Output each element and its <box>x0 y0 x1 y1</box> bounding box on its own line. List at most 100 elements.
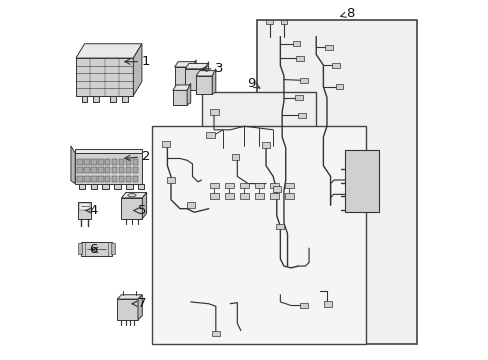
Bar <box>269 183 278 188</box>
Polygon shape <box>81 96 87 102</box>
Bar <box>196 76 212 94</box>
Bar <box>202 92 316 271</box>
Bar <box>296 55 304 60</box>
Bar <box>295 95 303 100</box>
Bar <box>105 167 110 174</box>
Bar <box>172 90 187 105</box>
Polygon shape <box>187 83 190 105</box>
Bar <box>211 330 219 336</box>
Bar <box>262 142 269 148</box>
Bar <box>78 202 91 220</box>
Bar <box>344 149 378 212</box>
Bar <box>167 177 175 183</box>
Bar <box>209 193 218 199</box>
Bar <box>77 176 83 182</box>
Bar <box>79 184 85 189</box>
Bar <box>125 167 131 174</box>
Bar <box>84 167 90 174</box>
Bar <box>102 184 109 189</box>
Bar <box>254 193 263 199</box>
Polygon shape <box>76 44 142 58</box>
Bar <box>119 167 124 174</box>
Polygon shape <box>121 193 146 198</box>
Bar <box>285 193 293 199</box>
Bar <box>78 243 81 254</box>
Bar <box>335 84 343 89</box>
Bar <box>91 176 97 182</box>
Polygon shape <box>172 85 190 90</box>
Text: 9: 9 <box>247 77 260 90</box>
Polygon shape <box>204 62 208 90</box>
Bar <box>299 303 307 309</box>
Bar <box>132 167 138 174</box>
Bar <box>257 21 416 344</box>
Bar <box>75 149 142 153</box>
Polygon shape <box>142 193 146 219</box>
Bar <box>209 183 218 188</box>
Bar <box>209 109 218 115</box>
Bar <box>81 242 111 256</box>
Text: 7: 7 <box>132 297 146 310</box>
Bar <box>77 167 83 174</box>
Bar <box>300 78 307 83</box>
Bar <box>105 159 110 165</box>
Polygon shape <box>174 62 196 67</box>
Bar <box>272 186 280 192</box>
Bar <box>224 193 233 199</box>
Polygon shape <box>93 96 99 102</box>
Polygon shape <box>121 198 142 219</box>
Bar <box>186 202 194 208</box>
Polygon shape <box>196 71 215 76</box>
Text: 1: 1 <box>124 55 150 68</box>
Bar <box>119 176 124 182</box>
Bar <box>91 167 97 174</box>
Bar <box>276 224 284 229</box>
Polygon shape <box>138 295 142 320</box>
Text: 6: 6 <box>89 243 98 256</box>
Bar <box>132 176 138 182</box>
Polygon shape <box>110 96 116 102</box>
Bar <box>90 184 97 189</box>
Bar <box>111 243 114 254</box>
Bar <box>138 184 144 189</box>
Bar <box>266 20 272 24</box>
Bar <box>292 41 300 46</box>
Bar <box>112 176 117 182</box>
Polygon shape <box>71 146 75 184</box>
Polygon shape <box>212 69 215 94</box>
Bar <box>280 20 286 24</box>
Bar <box>125 176 131 182</box>
Bar <box>126 184 132 189</box>
Bar <box>112 167 117 174</box>
Bar <box>77 159 83 165</box>
Bar <box>254 183 263 188</box>
Bar <box>114 184 121 189</box>
Polygon shape <box>76 58 133 96</box>
Text: 8: 8 <box>340 7 354 20</box>
Bar <box>152 126 366 344</box>
Bar <box>269 193 278 199</box>
Bar <box>91 159 97 165</box>
Text: 3: 3 <box>202 62 223 75</box>
Bar <box>331 63 339 68</box>
Text: 5: 5 <box>133 204 146 217</box>
Bar <box>285 183 293 188</box>
Polygon shape <box>117 299 138 320</box>
Bar <box>324 301 331 307</box>
Bar <box>224 183 233 188</box>
Bar <box>162 141 169 147</box>
Polygon shape <box>117 295 142 299</box>
Bar <box>98 176 103 182</box>
Bar <box>239 183 248 188</box>
Bar <box>112 159 117 165</box>
Polygon shape <box>133 44 142 96</box>
Bar <box>79 203 90 211</box>
Bar <box>84 176 90 182</box>
Bar <box>125 159 131 165</box>
Bar <box>231 154 239 159</box>
Bar <box>297 113 305 118</box>
Bar <box>84 159 90 165</box>
Bar <box>105 176 110 182</box>
Bar <box>75 153 142 184</box>
Bar <box>119 159 124 165</box>
